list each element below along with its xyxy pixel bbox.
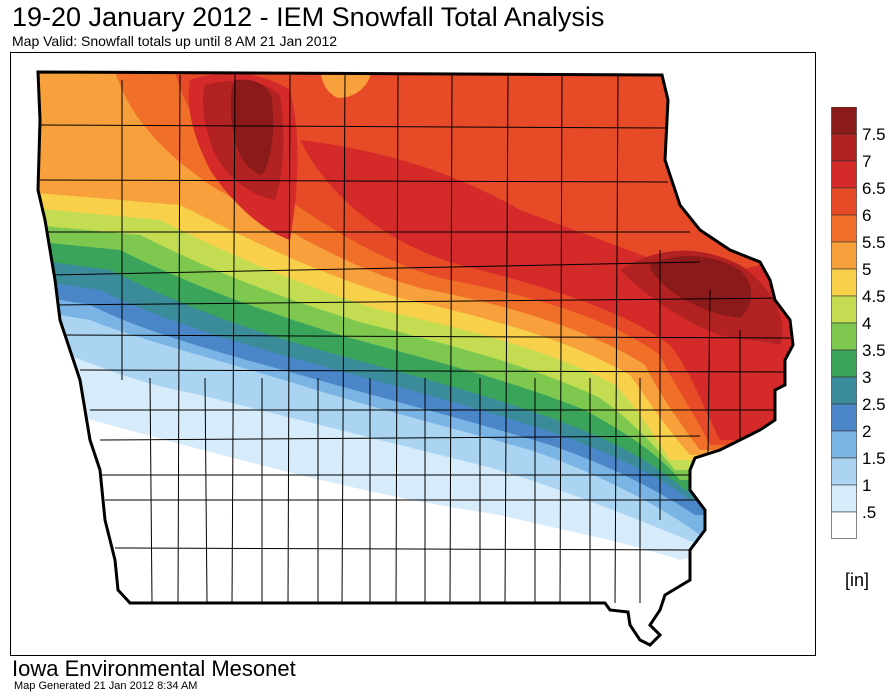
- legend-label: 3.5: [862, 341, 886, 360]
- legend-swatch: [831, 214, 857, 243]
- legend-swatch: [831, 430, 857, 459]
- snowfall-contours: [38, 72, 793, 645]
- footer-org: Iowa Environmental Mesonet: [12, 656, 296, 681]
- legend-label: 3: [862, 368, 872, 387]
- legend-swatch: [831, 160, 857, 189]
- legend-label: 2.5: [862, 395, 886, 414]
- legend-label: 6: [862, 206, 872, 225]
- legend-swatch: [831, 376, 857, 405]
- legend-label: 4: [862, 314, 872, 333]
- legend-swatch: [831, 349, 857, 378]
- map-subtitle: Map Valid: Snowfall totals up until 8 AM…: [12, 33, 338, 49]
- county-boundaries: [39, 74, 791, 604]
- legend-units: [in]: [845, 570, 870, 590]
- legend-swatch: [831, 295, 857, 324]
- legend-swatch: [831, 457, 857, 486]
- legend-swatch: [831, 107, 857, 135]
- legend-label: 4.5: [862, 287, 886, 306]
- legend-swatch: [831, 268, 857, 297]
- legend-label: 7.5: [862, 125, 886, 144]
- map-title: 19-20 January 2012 - IEM Snowfall Total …: [12, 2, 605, 32]
- legend-swatch: [831, 133, 857, 162]
- legend-label: 1.5: [862, 449, 886, 468]
- footer-generated: Map Generated 21 Jan 2012 8:34 AM: [14, 680, 198, 692]
- legend-swatch: [831, 322, 857, 351]
- legend-swatch: [831, 187, 857, 216]
- legend-label: 5: [862, 260, 872, 279]
- legend-colorbar: [831, 107, 857, 539]
- legend-label: 7: [862, 152, 872, 171]
- legend-label: 6.5: [862, 179, 886, 198]
- iowa-snowfall-map: [36, 70, 795, 647]
- legend-swatch: [831, 241, 857, 270]
- legend-label: 2: [862, 422, 872, 441]
- legend-label: 1: [862, 476, 872, 495]
- legend-swatch: [831, 484, 857, 513]
- legend-swatch-zero: [831, 511, 857, 539]
- legend-label: 5.5: [862, 233, 886, 252]
- legend-swatch: [831, 403, 857, 432]
- legend-label: .5: [862, 503, 877, 522]
